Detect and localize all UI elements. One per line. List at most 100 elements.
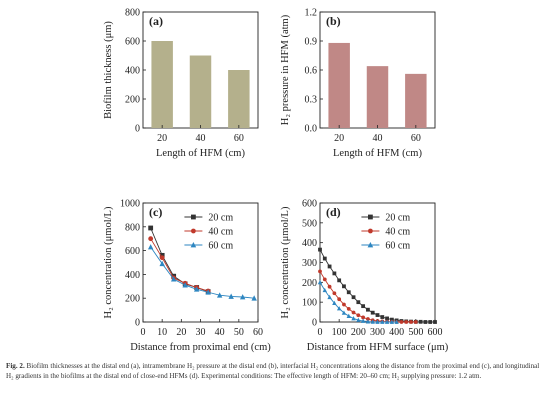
legend-label: 60 cm [208, 241, 233, 252]
bar [405, 73, 427, 128]
x-axis-label: Length of HFM (cm) [156, 148, 245, 159]
bar [151, 41, 173, 128]
y-tick-label: 1.2 [305, 8, 318, 19]
caption-label: Fig. 2. [6, 362, 25, 370]
x-tick-label: 40 [215, 327, 225, 338]
data-point [346, 313, 351, 318]
figure-caption: Fig. 2. Biofilm thicknesses at the dista… [6, 362, 548, 381]
data-point [365, 319, 371, 324]
data-point [337, 297, 342, 302]
y-tick-label: 0.0 [305, 124, 318, 135]
x-tick-label: 600 [428, 327, 443, 338]
data-point [239, 294, 246, 300]
chart-panel-2: (b) 0.0 0.3 0.6 0.9 1.2 H₂ pressure in HFM (at… [280, 8, 436, 159]
data-point [342, 284, 346, 289]
data-point [418, 319, 423, 324]
data-point [332, 271, 337, 276]
data-point [205, 289, 211, 295]
data-point [327, 294, 332, 300]
y-tick-label: 200 [125, 95, 140, 106]
data-point [375, 319, 380, 324]
legend-label: 60 cm [385, 241, 410, 252]
data-point [370, 310, 375, 315]
data-point [356, 317, 361, 322]
data-point [228, 293, 234, 299]
x-tick-label: 500 [408, 327, 423, 338]
x-tick-label: 20 [176, 327, 186, 338]
data-point [351, 316, 356, 321]
legend-label: 40 cm [208, 227, 233, 238]
data-point [413, 320, 418, 324]
y-axis-label: H₂ pressure in HFM (atm) [280, 14, 291, 125]
panel-label: (b) [326, 14, 341, 28]
x-tick-label: 50 [234, 327, 244, 338]
y-tick-label: 0.9 [305, 37, 318, 48]
x-tick-label: 10 [157, 327, 167, 338]
data-point [322, 287, 327, 293]
data-point [399, 320, 404, 324]
x-tick-label: 200 [351, 327, 366, 338]
y-tick-label: 0 [135, 318, 140, 329]
x-tick-label: 100 [332, 327, 347, 338]
x-tick-label: 0 [318, 327, 323, 338]
series-line [150, 238, 209, 292]
data-point [361, 315, 366, 320]
data-point [317, 279, 323, 285]
data-point [322, 277, 327, 282]
panel-label: (a) [149, 14, 163, 28]
x-axis-label: Length of HFM (cm) [333, 148, 422, 159]
data-point [356, 300, 361, 305]
data-point [148, 225, 154, 231]
x-tick-label: 30 [196, 327, 206, 338]
legend-marker [368, 228, 373, 234]
data-point [384, 319, 390, 324]
data-point [336, 306, 342, 311]
x-tick-label: 40 [373, 133, 383, 144]
data-point [170, 276, 177, 282]
legend-label: 20 cm [385, 213, 410, 224]
data-point [428, 320, 433, 324]
x-axis-label: Distance from HFM surface (μm) [307, 342, 449, 353]
data-point [356, 313, 361, 318]
legend-marker [191, 228, 196, 234]
y-axis-label: H₂ concentration (μmol/L) [103, 206, 114, 318]
data-point [332, 300, 337, 306]
data-point [159, 255, 165, 261]
data-point [332, 291, 337, 296]
y-tick-label: 1000 [120, 199, 140, 210]
panel-label: (c) [149, 205, 162, 219]
chart-panel-1: (a) 0 200 400 600 800 Biofilm thickness (μm) Le… [103, 8, 259, 159]
y-tick-label: 400 [302, 238, 317, 249]
data-point [375, 313, 380, 317]
data-point [327, 264, 332, 269]
y-tick-label: 500 [302, 218, 317, 229]
data-point [380, 315, 385, 319]
data-point [346, 307, 351, 311]
bar [366, 66, 389, 128]
legend-marker [368, 214, 373, 220]
bar [189, 55, 212, 128]
x-tick-label: 40 [196, 133, 206, 144]
y-tick-label: 0 [312, 318, 317, 329]
legend-marker [190, 242, 197, 248]
y-tick-label: 800 [125, 8, 140, 19]
data-point [433, 320, 437, 324]
bar [328, 42, 350, 128]
y-tick-label: 600 [302, 199, 317, 210]
data-point [342, 302, 346, 307]
data-point [380, 319, 385, 324]
data-point [366, 307, 370, 312]
data-point [370, 319, 375, 324]
data-point [322, 256, 327, 261]
x-tick-label: 20 [157, 133, 167, 144]
y-axis-label: H₂ concentration (μmol/L) [280, 206, 291, 318]
y-tick-label: 600 [125, 246, 140, 257]
data-point [216, 292, 223, 298]
data-point [389, 319, 395, 324]
data-point [351, 295, 356, 300]
y-tick-label: 0 [135, 124, 140, 135]
data-point [337, 278, 342, 283]
y-tick-label: 400 [125, 270, 140, 281]
chart-panel-4: (d) 0 100 200 300 400 500 600 H₂ concentration (… [280, 199, 449, 354]
